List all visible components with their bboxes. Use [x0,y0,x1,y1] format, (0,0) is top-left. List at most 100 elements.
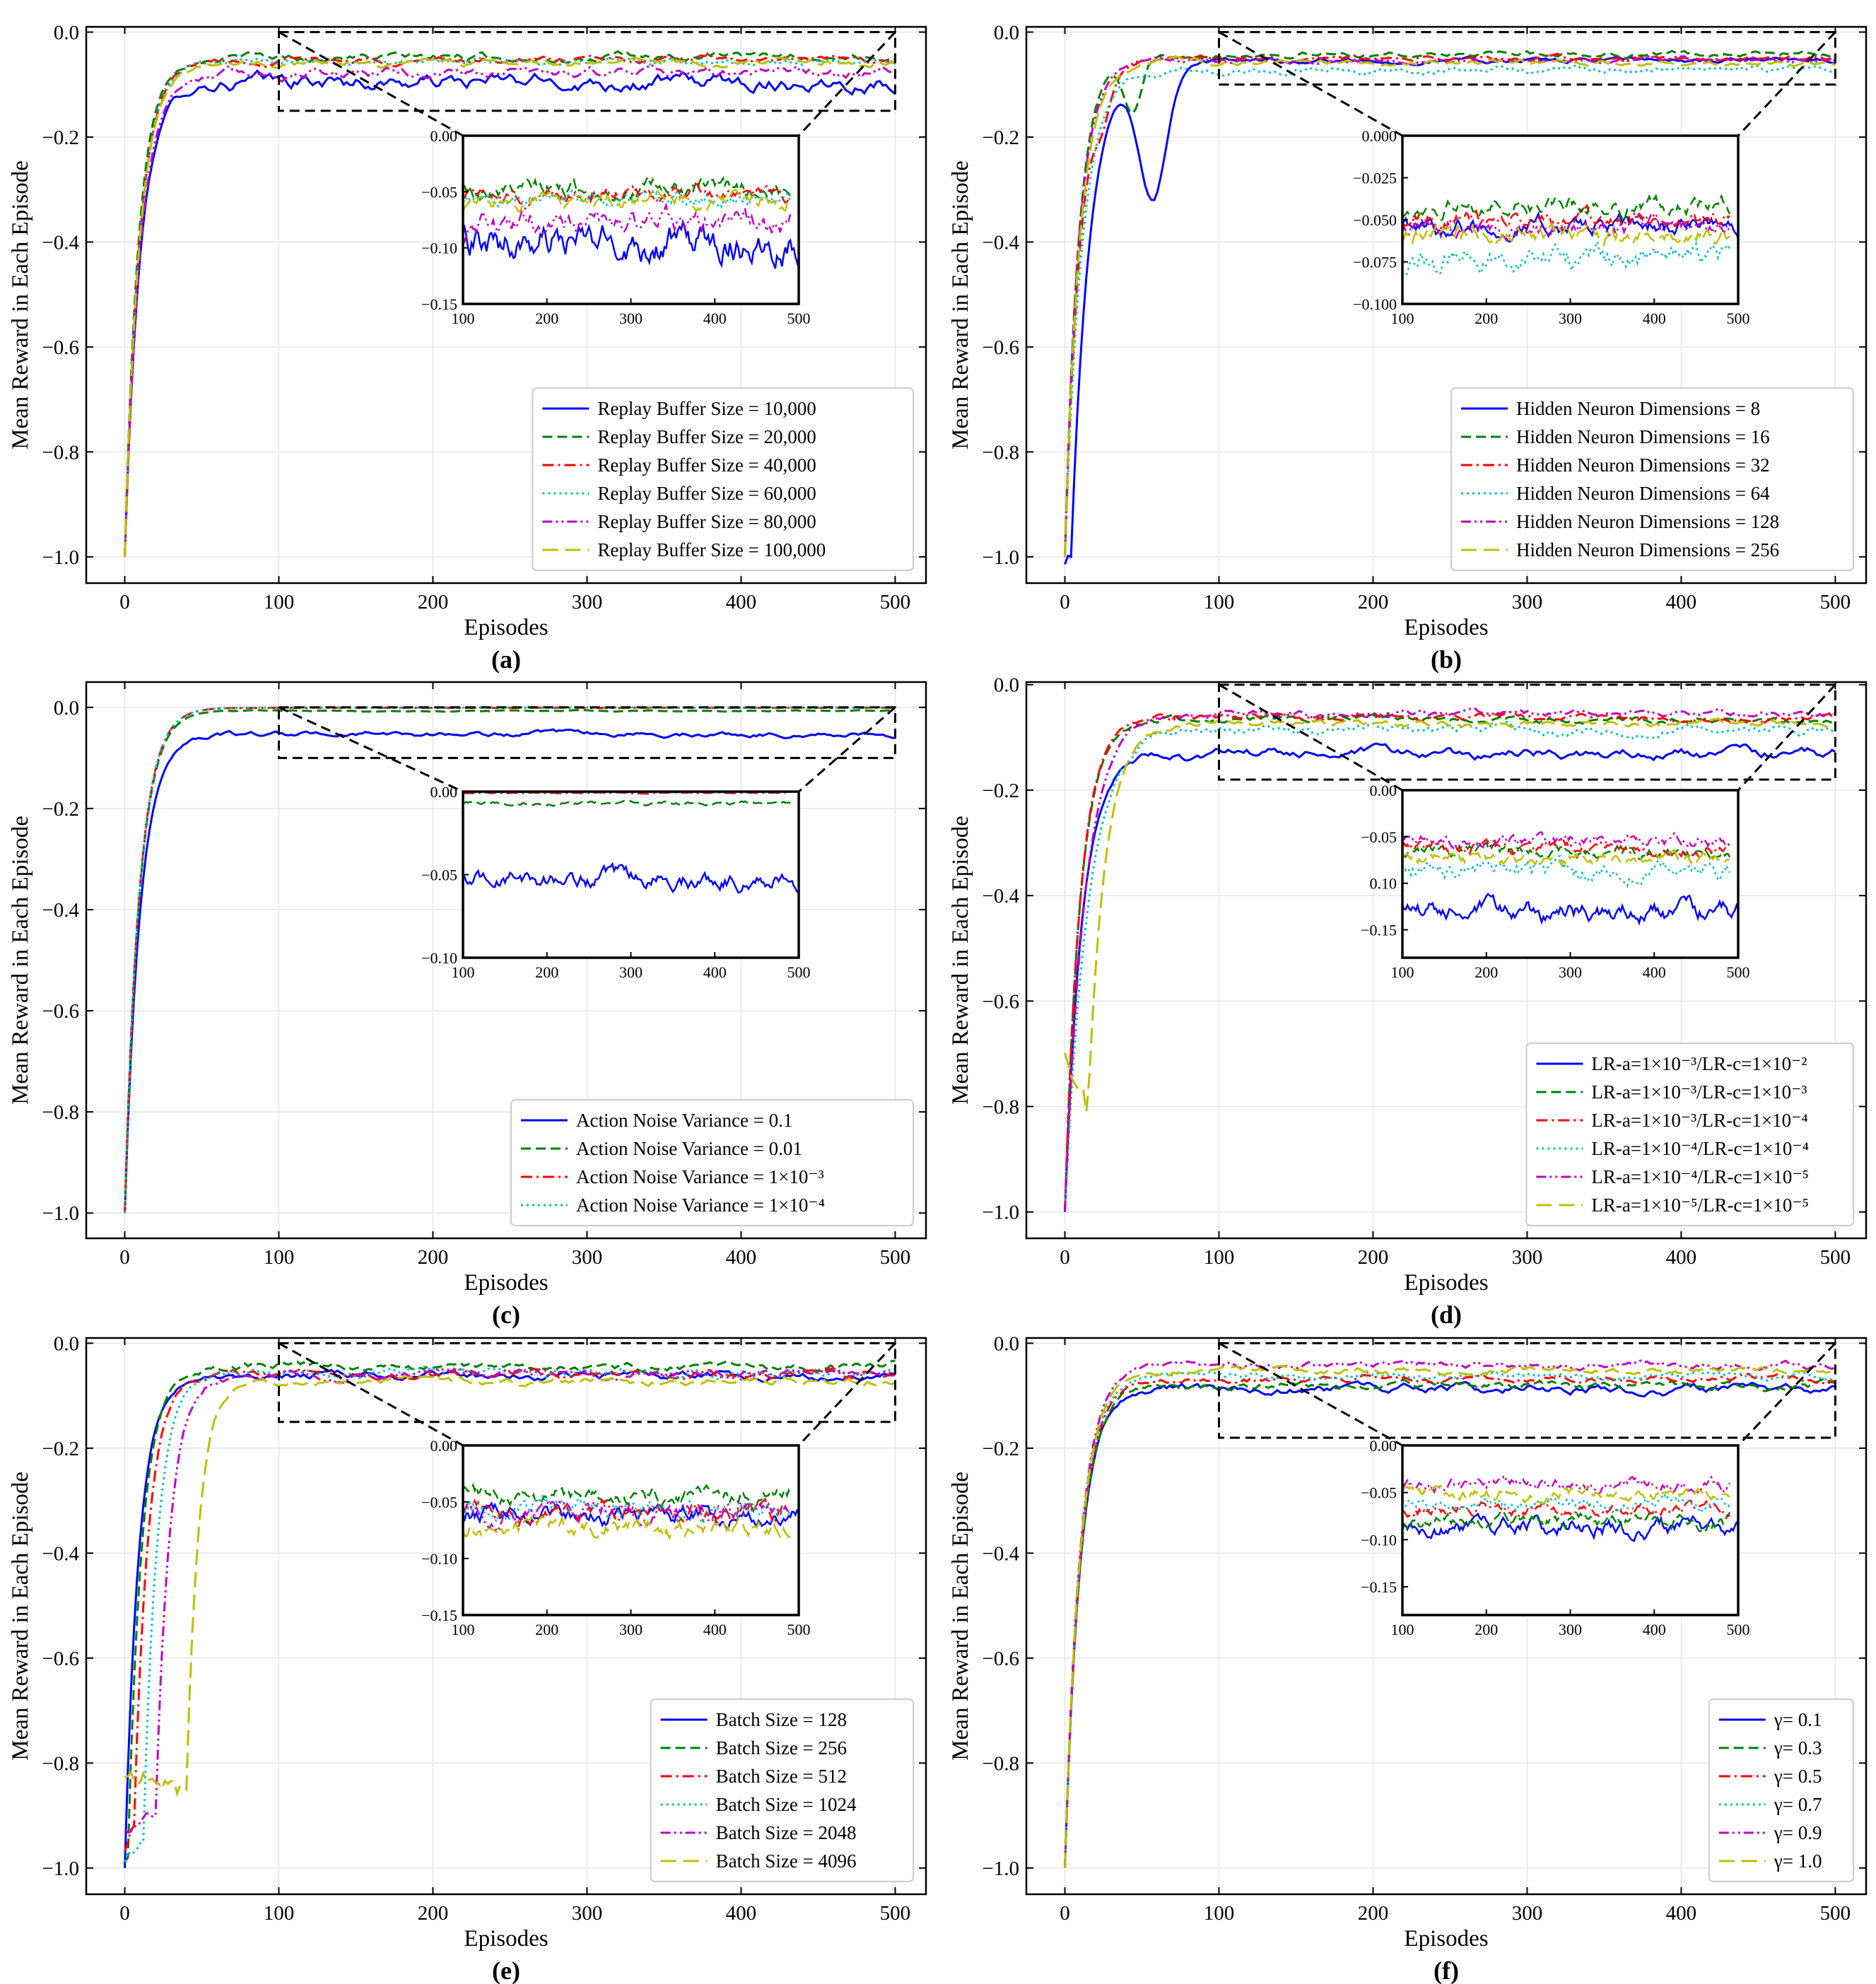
legend-label-4: γ= 0.7 [1774,1794,1822,1815]
panel-label: (d) [1431,1301,1462,1329]
series-line-d-2 [1064,712,1836,1212]
inset-x-tick-label: 200 [1475,1621,1498,1638]
legend-c: Action Noise Variance = 0.1 Action Noise … [510,1099,914,1226]
inset-y-tick-label: 0.10 [1370,875,1397,893]
y-tick-label: −0.8 [982,1752,1019,1775]
inset-y-tick-label: −0.050 [1353,211,1397,229]
legend-label-5: Hidden Neuron Dimensions = 128 [1516,511,1779,532]
axes-frame [85,25,927,585]
y-tick-label: 0.0 [994,21,1019,44]
inset-series-line-b-6 [1402,221,1730,247]
series-line-e-1 [124,1368,896,1868]
legend-label-5: Replay Buffer Size = 80,000 [597,511,816,532]
x-tick-label: 100 [264,591,295,614]
axes-frame [1025,681,1868,1240]
inset-y-tick-label: −0.10 [421,240,457,257]
inset-series-line-b-5 [1402,212,1731,242]
zoom-connector [1218,1342,1403,1447]
series-line-c-2 [124,709,896,1214]
inset-x-tick-label: 300 [1559,310,1582,327]
inset-y-tick-label: −0.05 [421,183,457,201]
inset-x-tick-label: 400 [1643,1621,1666,1638]
y-tick-label: −0.8 [982,441,1019,464]
inset-x-tick-label: 500 [787,310,811,327]
x-axis-title: Episodes [464,1270,548,1296]
legend-b: Hidden Neuron Dimensions = 8 Hidden Neuro… [1450,387,1854,571]
zoom-connector [1218,31,1403,137]
panel-label: (e) [492,1956,520,1984]
x-tick-label: 100 [264,1902,295,1925]
inset-series-line-a-3 [463,182,792,211]
zoom-connector [1737,683,1836,792]
zoom-connector [797,31,896,137]
inset-series-line-f-3 [1402,1499,1730,1519]
inset-y-tick-label: −0.05 [421,867,457,884]
inset-y-tick-label: 0.00 [1370,1437,1397,1455]
legend-label-4: Replay Buffer Size = 60,000 [597,483,816,504]
y-tick-label: −0.2 [982,780,1019,802]
x-tick-label: 200 [1358,1246,1389,1269]
series-line-f-5 [1064,1359,1836,1868]
legend-label-3: Hidden Neuron Dimensions = 32 [1516,454,1770,476]
inset-y-tick-label: −0.075 [1353,254,1397,271]
legend-f: γ= 0.1 γ= 0.3 γ= 0.5 γ= 0.7 γ= 0.9 γ= 1.0 [1708,1698,1855,1882]
inset-background [1402,136,1738,304]
series-line-d-3 [1064,710,1836,1212]
inset-series-line-f-5 [1402,1475,1731,1496]
inset-x-tick-label: 400 [703,310,727,327]
x-tick-label: 200 [418,1246,449,1269]
inset-y-tick-label: −0.15 [1361,1578,1397,1596]
inset-series-line-d-6 [1402,848,1730,868]
inset-y-tick-label: 0.00 [430,127,458,145]
zoom-box [277,30,896,112]
legend-label-3: γ= 0.5 [1774,1766,1822,1787]
legend-label-5: LR-a=1×10⁻⁴/LR-c=1×10⁻⁵ [1591,1166,1809,1187]
inset-background [1402,790,1738,958]
legend-label-6: Batch Size = 4096 [716,1850,857,1872]
chart-panel-b: 0 100 200 300 400 500 0.0 −0.2 −0.4 −0.6 −0.8 −1.0 E… [948,21,1868,674]
zoom-box [277,706,896,759]
x-tick-label: 100 [1204,1246,1235,1269]
zoom-connector [278,706,464,793]
legend-label-4: Action Noise Variance = 1×10⁻⁴ [576,1194,825,1216]
panel-label: (f) [1434,1956,1459,1984]
x-tick-label: 0 [1060,1246,1070,1269]
inset-x-tick-label: 400 [1643,310,1666,327]
zoom-box [1217,683,1836,781]
legend-label-6: LR-a=1×10⁻⁵/LR-c=1×10⁻⁵ [1591,1194,1809,1216]
y-axis-title: Mean Reward in Each Episode [8,160,33,450]
y-axis-title: Mean Reward in Each Episode [948,1472,973,1761]
series-line-d-4 [1064,720,1836,1212]
inset-y-tick-label: −0.15 [421,295,457,313]
x-tick-label: 0 [119,1246,130,1269]
axes-frame [85,681,927,1240]
x-tick-label: 400 [726,1246,757,1269]
inset-y-tick-label: −0.05 [421,1493,457,1511]
inset-x-tick-label: 500 [1727,310,1750,327]
zoom-connector [798,706,896,793]
panel-label: (b) [1431,645,1462,674]
y-tick-label: −1.0 [982,1202,1019,1224]
panel-label: (c) [492,1301,520,1329]
inset-series-line-d-1 [1402,892,1738,926]
legend-label-2: LR-a=1×10⁻³/LR-c=1×10⁻³ [1591,1081,1807,1103]
zoom-connector [1737,1342,1836,1447]
legend-label-5: γ= 0.9 [1774,1822,1822,1843]
y-tick-label: −0.2 [42,798,79,821]
x-tick-label: 400 [1666,1902,1697,1925]
inset-chart-d: 100 200 300 400 500 0.00 −0.05 0.10 −0.15 [1361,782,1749,981]
inset-y-tick-label: −0.10 [1361,1531,1397,1549]
legend-box [532,387,914,571]
y-tick-label: 0.0 [994,1332,1019,1355]
y-tick-label: −0.6 [42,1000,79,1023]
inset-chart-b: 100 200 300 400 500 0.000 −0.025 −0.050 −0.075 −0… [1353,127,1749,327]
legend-label-1: γ= 0.1 [1774,1709,1822,1730]
series-line-d-1 [1064,742,1836,1212]
legend-label-2: Replay Buffer Size = 20,000 [597,426,816,447]
legend-label-3: Replay Buffer Size = 40,000 [597,454,816,476]
inset-x-tick-label: 200 [1475,963,1498,981]
legend-box [1450,387,1854,571]
inset-x-tick-label: 100 [452,310,475,327]
x-tick-label: 0 [1060,1902,1070,1925]
